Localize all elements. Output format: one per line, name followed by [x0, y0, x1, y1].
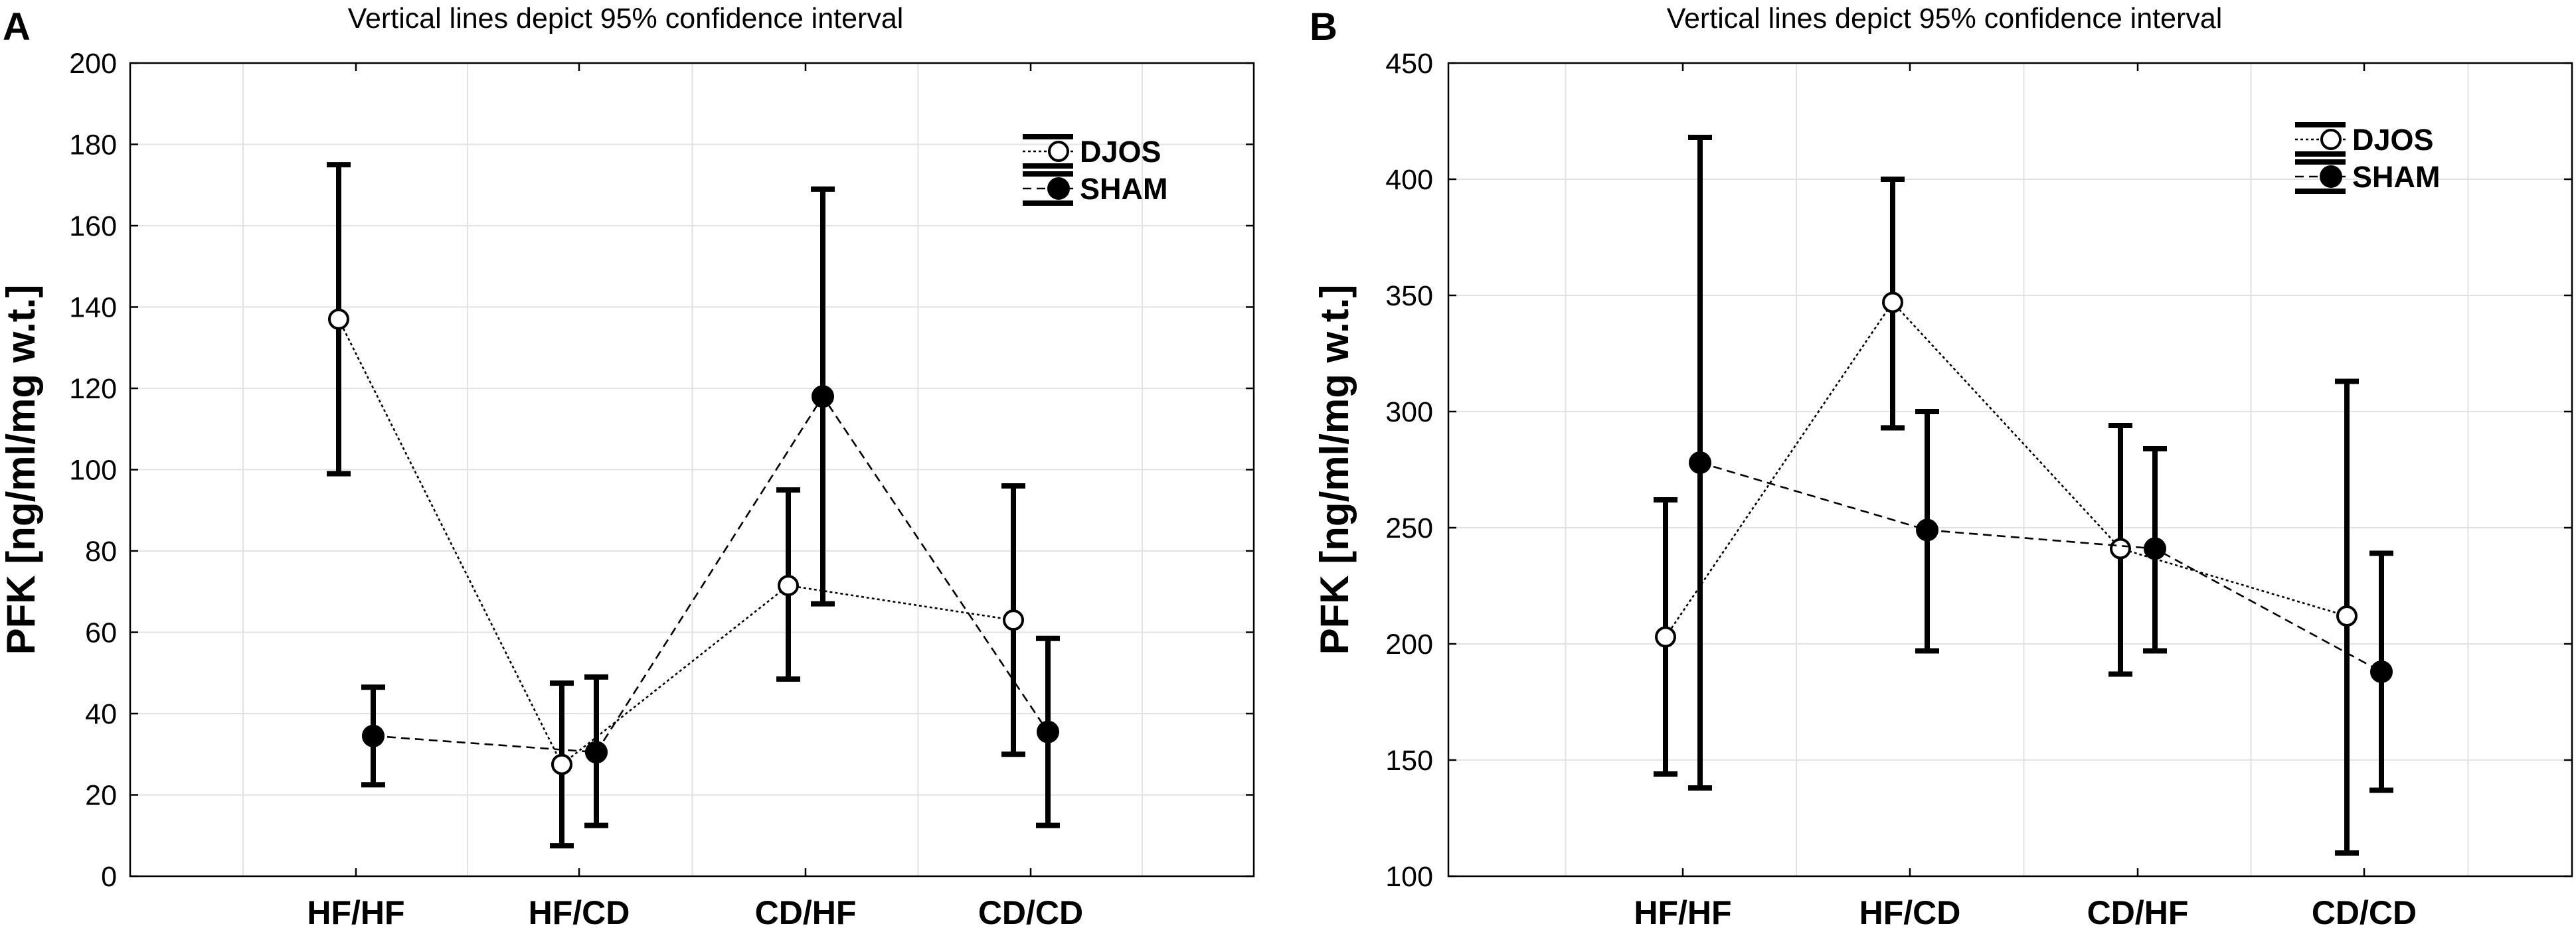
sham-series-line: [1699, 461, 2382, 673]
djos-point: [551, 753, 572, 775]
djos-legend-marker: [2320, 129, 2342, 150]
sham-point: [1037, 720, 1059, 743]
y-tick-label: 100: [69, 455, 117, 487]
sham-point: [362, 724, 385, 747]
x-tick-label: HF/HF: [1634, 894, 1731, 928]
djos-point: [1882, 291, 1903, 313]
djos-series-line: [1664, 301, 2348, 638]
sham-point: [812, 385, 834, 408]
y-tick-label: 60: [85, 617, 117, 649]
sham-point: [2370, 660, 2393, 683]
x-tick-label: HF/CD: [529, 894, 630, 928]
y-tick-label: 180: [69, 129, 117, 161]
y-tick-label: 100: [1385, 861, 1433, 893]
panel-label: A: [3, 5, 31, 48]
y-tick-label: 140: [69, 292, 117, 324]
y-tick-label: 400: [1385, 164, 1433, 196]
djos-point: [2336, 605, 2358, 627]
x-tick-label: CD/HF: [2087, 894, 2189, 928]
x-tick-label: CD/HF: [755, 894, 857, 928]
y-tick-label: 40: [85, 698, 117, 730]
djos-legend-label: DJOS: [2352, 123, 2434, 157]
x-tick-label: HF/CD: [1859, 894, 1961, 928]
djos-series-line: [337, 319, 1014, 766]
sham-point: [1689, 451, 1711, 474]
y-tick-label: 250: [1385, 512, 1433, 544]
y-tick-label: 20: [85, 780, 117, 812]
chart-subtitle: Vertical lines depict 95% confidence int…: [348, 3, 904, 35]
djos-point: [1003, 609, 1024, 631]
y-tick-label: 0: [101, 861, 117, 893]
djos-point: [328, 308, 349, 330]
djos-legend-marker: [1048, 141, 1069, 162]
djos-point: [778, 575, 799, 597]
y-axis-label: PFK [ng/ml/mg w.t.]: [1312, 285, 1357, 655]
x-tick-label: HF/HF: [307, 894, 404, 928]
sham-legend-label: SHAM: [1080, 172, 1168, 206]
x-tick-label: CD/CD: [2312, 894, 2417, 928]
y-tick-label: 450: [1385, 48, 1433, 80]
sham-legend-marker: [1047, 177, 1070, 200]
sham-legend-marker: [2320, 165, 2342, 188]
plot-frame: [1447, 62, 2573, 878]
panel-b: B Vertical lines depict 95% confidence in…: [1310, 3, 2573, 928]
y-tick-label: 350: [1385, 280, 1433, 312]
y-tick-label: 200: [1385, 629, 1433, 660]
y-axis-label: PFK [ng/ml/mg w.t.]: [0, 285, 43, 655]
y-tick-label: 200: [69, 48, 117, 80]
djos-legend-label: DJOS: [1080, 135, 1161, 169]
panel-label: B: [1310, 5, 1337, 48]
y-tick-label: 160: [69, 210, 117, 242]
chart-subtitle: Vertical lines depict 95% confidence int…: [1667, 3, 2223, 35]
sham-point: [585, 741, 608, 764]
y-tick-label: 80: [85, 536, 117, 568]
sham-point: [1916, 518, 1938, 542]
y-tick-label: 300: [1385, 396, 1433, 428]
panel-a: A Vertical lines depict 95% confidence in…: [0, 3, 1255, 928]
sham-series-line: [373, 394, 1049, 753]
y-tick-label: 150: [1385, 745, 1433, 777]
djos-point: [2110, 538, 2131, 560]
y-tick-label: 120: [69, 373, 117, 405]
x-tick-label: CD/CD: [978, 894, 1083, 928]
sham-point: [2144, 537, 2166, 560]
djos-point: [1655, 626, 1676, 648]
sham-legend-label: SHAM: [2352, 160, 2441, 194]
